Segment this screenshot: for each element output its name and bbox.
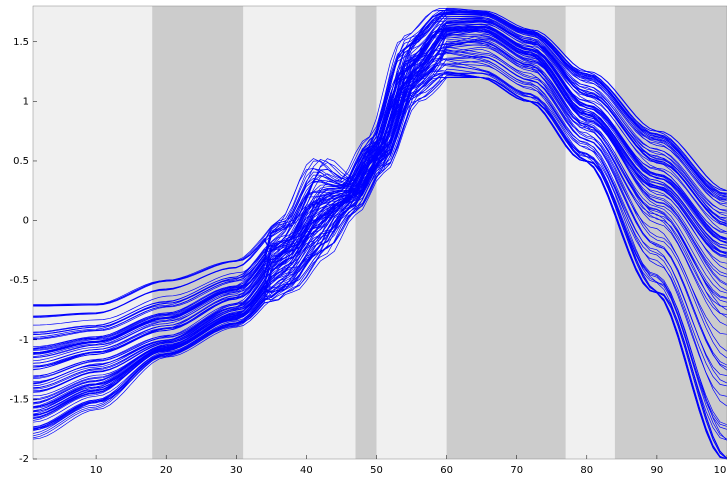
series-line-83: [32, 12, 727, 335]
axes: [32, 5, 727, 460]
x-tick-label: 60: [440, 465, 453, 476]
series-line-97: [32, 73, 727, 460]
series-line-87: [32, 13, 727, 362]
series-line-88: [32, 26, 727, 397]
series-line-86: [32, 17, 727, 389]
series-line-91: [32, 20, 727, 368]
series-line-81: [32, 8, 727, 306]
y-tick-label: 1: [23, 96, 29, 107]
series-line-100: [32, 13, 727, 318]
plot-frame: [32, 5, 727, 460]
x-tick-label: 10: [90, 465, 103, 476]
x-axis-ticks: 10 20 30 40 50 60 70 80 90 10: [90, 455, 727, 476]
x-tick-label: 20: [160, 465, 173, 476]
series-line-85: [32, 27, 727, 428]
series-line-82: [33, 8, 727, 305]
y-tick-label: 0: [23, 216, 29, 227]
series-line-71: [32, 12, 727, 333]
series-line-90: [32, 44, 727, 358]
y-axis-ticks: -2 -1.5 -1 -0.5 0 0.5 1 1.5: [9, 37, 37, 465]
band-4: [355, 6, 377, 459]
series-lines: [32, 8, 727, 460]
y-tick-label: -2: [19, 454, 29, 465]
series-line-92: [32, 75, 727, 459]
x-tick-label: 10: [714, 465, 727, 476]
y-tick-label: -1: [19, 335, 29, 346]
x-tick-label: 70: [510, 465, 523, 476]
y-tick-label: -1.5: [9, 394, 29, 405]
series-line-72: [32, 39, 727, 404]
x-tick-label: 90: [651, 465, 664, 476]
band-2: [152, 6, 244, 459]
x-tick-label: 40: [300, 465, 313, 476]
series-line-96: [32, 30, 727, 418]
y-tick-label: -0.5: [9, 275, 29, 286]
series-line-70: [32, 27, 727, 383]
series-line-93: [32, 37, 727, 429]
x-tick-label: 50: [370, 465, 383, 476]
series-line-99: [32, 68, 727, 441]
series-line-94: [32, 58, 727, 426]
series-line-95: [32, 49, 727, 359]
y-tick-label: 0.5: [13, 156, 29, 167]
background-bands: [33, 6, 727, 459]
y-tick-label: 1.5: [13, 37, 29, 48]
x-tick-label: 80: [580, 465, 593, 476]
x-tick-label: 30: [230, 465, 243, 476]
